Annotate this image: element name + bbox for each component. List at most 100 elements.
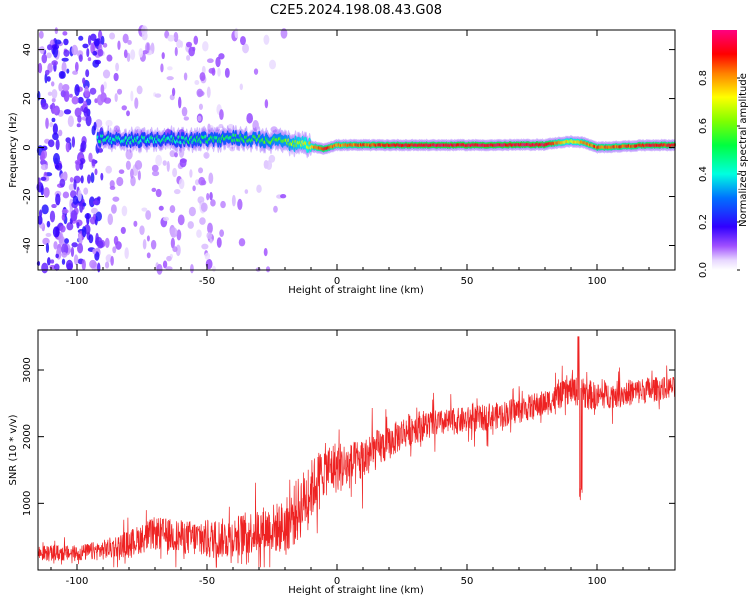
spectrogram-speckle <box>63 109 72 115</box>
spectrogram-speckle <box>178 96 182 109</box>
spectrogram-speckle <box>142 50 148 55</box>
spectrogram-speckle <box>66 263 73 271</box>
spectrogram-speckle <box>130 90 134 102</box>
spectrogram-speckle <box>162 260 168 269</box>
spectrogram-speckle <box>204 252 211 260</box>
spectrogram-speckle <box>74 107 82 118</box>
spectrogram-speckle <box>79 201 84 213</box>
snr-y-ticks: 1000 2000 3000 <box>22 357 675 516</box>
spectrogram-speckle <box>268 154 276 163</box>
spectrogram-speckle <box>197 115 202 122</box>
spectrogram-speckle <box>42 237 50 245</box>
spectrogram-speckle <box>46 257 51 266</box>
spectrogram-speckle <box>76 123 81 128</box>
colorbar-tick-label: 0.0 <box>698 262 709 278</box>
spectrogram-speckle <box>121 105 127 111</box>
spectrogram-speckle <box>41 53 48 64</box>
spectrogram-speckle <box>52 123 58 135</box>
spectrogram-speckle <box>151 164 159 172</box>
spectrogram-speckle <box>150 239 157 250</box>
spectrogram-speckle <box>51 97 56 103</box>
spectrogram-speckle <box>227 123 235 132</box>
spectrogram-speckle <box>188 46 195 57</box>
spectrogram-speckle <box>189 169 193 178</box>
spectrogram-speckle <box>116 176 124 187</box>
colorbar-tick-label: 0.8 <box>698 70 709 86</box>
spectrogram-speckle <box>216 237 222 248</box>
spectrogram-speckle <box>66 222 74 231</box>
spectrogram-speckle <box>95 211 102 222</box>
spectrogram-speckle <box>55 139 60 151</box>
colorbar-tick-label: 0.2 <box>698 214 709 230</box>
spectrogram-speckle <box>110 255 114 266</box>
spectrogram-speckle <box>45 117 49 129</box>
spectrogram-speckle <box>70 209 78 222</box>
spectrogram-x-label: Height of straight line (km) <box>288 285 424 296</box>
spectrogram-speckle <box>172 246 178 253</box>
spectrogram-speckle <box>217 67 221 77</box>
colorbar-label: Normalized spectral amplitude <box>738 73 749 227</box>
spectrogram-speckle <box>212 265 216 273</box>
spectrogram-speckle <box>224 67 230 78</box>
spectrogram-speckle <box>263 34 270 45</box>
spectrogram-speckle <box>142 239 147 250</box>
spectrogram-speckle <box>90 33 97 41</box>
spectrogram-speckle <box>256 184 262 194</box>
spectrogram-speckle <box>188 206 196 217</box>
spectrogram-speckle <box>166 76 174 81</box>
spectrogram-speckle <box>51 204 57 209</box>
spectrogram-speckle <box>194 80 200 85</box>
spectrogram-speckle <box>165 266 173 271</box>
spectrogram-speckle <box>86 213 90 225</box>
snr-panel: -100 -50 0 50 100 1000 2000 3000 Height of str… <box>8 329 676 596</box>
spectrogram-speckle <box>109 180 115 188</box>
spectrogram-speckle <box>203 152 210 159</box>
spectrogram-speckle <box>126 52 131 62</box>
spectrogram-speckle <box>242 43 249 54</box>
spectrogram-speckle <box>44 73 48 84</box>
spectrogram-speckle <box>176 39 182 49</box>
spectrogram-speckle <box>198 176 206 186</box>
spectrogram-speckle <box>134 160 143 170</box>
spectrogram-speckle <box>97 48 104 57</box>
spectrogram-speckle <box>215 126 220 132</box>
spectrogram-speckle <box>193 35 199 45</box>
spectrogram-speckle <box>44 69 50 76</box>
spectrogram-speckle <box>201 243 209 250</box>
spectrogram-speckle <box>77 96 84 104</box>
spectrogram-speckle <box>92 200 98 205</box>
spectrogram-speckle <box>38 30 44 39</box>
spectrogram-speckle <box>110 204 117 214</box>
x-tick-label: 50 <box>461 576 474 587</box>
spectrogram-speckle <box>41 262 49 274</box>
spectrogram-speckle <box>102 69 111 79</box>
spectrogram-speckle <box>115 62 119 72</box>
spectrogram-speckle <box>116 88 123 95</box>
spectrogram-speckle <box>71 242 78 248</box>
spectrogram-speckle <box>206 86 211 99</box>
spectrogram-speckle <box>181 106 188 117</box>
spectrogram-speckle <box>234 27 239 39</box>
spectrogram-speckle <box>94 251 100 261</box>
spectrogram-speckle <box>146 252 151 259</box>
spectrogram-speckle <box>273 205 278 213</box>
spectrogram-speckle <box>48 139 55 148</box>
spectrogram-speckle <box>97 262 101 273</box>
spectrogram-speckle <box>62 191 70 199</box>
spectrogram-speckle <box>83 187 89 195</box>
spectrogram-speckle <box>138 48 143 58</box>
x-tick-label: -100 <box>66 276 89 287</box>
spectrogram-speckle <box>91 158 96 167</box>
spectrogram-speckle <box>54 27 58 35</box>
spectrogram-speckle <box>51 60 58 66</box>
spectrogram-speckle <box>40 150 45 162</box>
spectrogram-speckle <box>154 93 162 98</box>
spectrogram-speckle <box>69 93 73 98</box>
spectrogram-speckle <box>54 263 60 271</box>
y-tick-label: 2000 <box>22 424 33 449</box>
spectrogram-speckle <box>158 205 164 211</box>
spectrogram-speckle <box>87 174 91 184</box>
spectrogram-speckle <box>94 168 98 176</box>
spectrogram-speckle <box>183 116 190 121</box>
spectrogram-speckle <box>61 57 69 62</box>
